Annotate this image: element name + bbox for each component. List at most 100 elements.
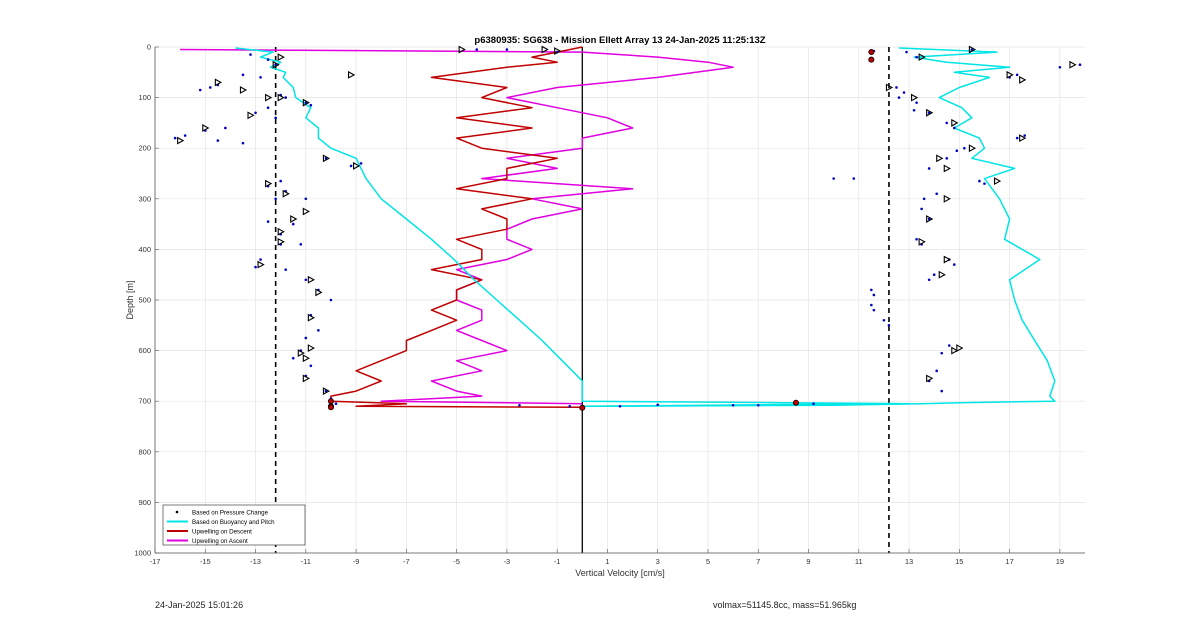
volmax-mass: volmax=51145.8cc, mass=51.965kg bbox=[713, 600, 857, 610]
pressure-change-point bbox=[284, 268, 288, 271]
pressure-change-point bbox=[932, 273, 936, 277]
pressure-change-point bbox=[912, 108, 916, 112]
triangle-marker bbox=[290, 215, 298, 223]
x-tick-label: -1 bbox=[554, 557, 561, 566]
triangle-marker bbox=[302, 374, 310, 383]
pressure-change-point bbox=[299, 243, 303, 246]
y-tick-label: 700 bbox=[138, 397, 151, 406]
y-tick-label: 0 bbox=[147, 43, 151, 52]
pressure-change-point bbox=[920, 207, 923, 211]
pressure-change-point bbox=[935, 192, 939, 196]
pressure-change-point bbox=[183, 134, 187, 137]
pressure-change-point bbox=[266, 106, 270, 110]
x-tick-label: 13 bbox=[905, 557, 913, 566]
pressure-change-point bbox=[947, 344, 951, 347]
triangle-marker bbox=[265, 179, 273, 188]
pressure-change-point bbox=[173, 136, 177, 140]
triangle-marker bbox=[307, 313, 315, 322]
x-tick-label: -9 bbox=[353, 557, 360, 566]
triangle-marker bbox=[918, 53, 926, 62]
triangle-marker bbox=[1019, 134, 1027, 143]
x-tick-label: -3 bbox=[504, 557, 511, 566]
triangle-marker bbox=[936, 154, 944, 163]
x-tick-label: 5 bbox=[706, 557, 710, 566]
buoyancy-series-line-left bbox=[235, 47, 910, 408]
pressure-change-point bbox=[198, 88, 202, 92]
triangle-marker bbox=[302, 354, 310, 363]
triangle-marker bbox=[956, 344, 964, 352]
pressure-change-point bbox=[915, 55, 918, 59]
pressure-change-point bbox=[970, 48, 974, 51]
pressure-change-point bbox=[329, 298, 333, 302]
buoyancy-series-line-right bbox=[582, 47, 1056, 408]
pressure-change-point bbox=[963, 146, 966, 150]
pressure-change-point bbox=[915, 101, 918, 104]
x-tick-label: -11 bbox=[301, 557, 311, 566]
grid bbox=[154, 46, 1085, 554]
pressure-change-point bbox=[505, 48, 509, 51]
pressure-change-point bbox=[952, 126, 956, 130]
red-dot-marker bbox=[868, 49, 875, 56]
legend-swatch bbox=[175, 510, 179, 514]
legend-label: Based on Buoyancy and Pitch bbox=[192, 519, 275, 526]
legend-label: Based on Pressure Change bbox=[192, 509, 269, 516]
triangle-marker bbox=[177, 136, 185, 145]
y-tick-label: 300 bbox=[138, 194, 151, 203]
x-tick-label: 11 bbox=[855, 557, 863, 566]
triangle-marker bbox=[302, 98, 310, 107]
triangle-marker bbox=[302, 207, 310, 216]
triangle-marker bbox=[307, 275, 315, 284]
y-tick-label: 500 bbox=[138, 296, 151, 305]
triangle-marker bbox=[272, 60, 280, 69]
x-tick-label: -5 bbox=[453, 557, 460, 566]
chart-title: p6380935: SG638 - Mission Ellett Array 1… bbox=[474, 35, 765, 46]
x-tick-label: 15 bbox=[955, 557, 963, 566]
triangle-marker bbox=[277, 237, 285, 246]
triangle-marker bbox=[277, 227, 285, 236]
y-tick-label: 800 bbox=[138, 447, 151, 456]
triangle-marker bbox=[247, 111, 255, 120]
triangle-marker bbox=[322, 154, 331, 163]
triangle-marker bbox=[926, 215, 934, 223]
pressure-change-point bbox=[882, 318, 886, 322]
triangle-marker bbox=[541, 45, 549, 54]
pressure-change-point bbox=[249, 53, 252, 56]
legend-label: Upwelling on Descent bbox=[192, 528, 252, 535]
pressure-change-point bbox=[731, 403, 735, 407]
triangle-marker bbox=[307, 344, 315, 352]
descent-series-line bbox=[330, 46, 583, 409]
pressure-change-point bbox=[922, 197, 926, 201]
triangle-marker bbox=[315, 288, 323, 297]
pressure-change-point bbox=[291, 222, 295, 226]
pressure-change-point bbox=[324, 389, 328, 393]
legend-label: Upwelling on Ascent bbox=[192, 538, 248, 545]
triangle-marker bbox=[926, 374, 934, 383]
pressure-change-point bbox=[983, 182, 986, 185]
pressure-change-point bbox=[208, 86, 212, 89]
pressure-change-point bbox=[1078, 63, 1082, 67]
pressure-change-point bbox=[324, 157, 328, 160]
triangle-marker bbox=[353, 161, 361, 170]
pressure-change-point bbox=[955, 149, 959, 153]
x-tick-label: 7 bbox=[756, 557, 760, 566]
triangle-marker bbox=[348, 70, 356, 79]
triangle-marker bbox=[214, 78, 222, 87]
x-tick-label: -7 bbox=[403, 557, 410, 566]
pressure-change-point bbox=[872, 308, 876, 312]
pressure-change-point bbox=[1015, 136, 1019, 140]
triangle-marker bbox=[239, 86, 248, 94]
pressure-change-point bbox=[618, 404, 622, 408]
pressure-change-point bbox=[1015, 73, 1019, 77]
pressure-change-point bbox=[870, 288, 873, 292]
y-tick-label: 100 bbox=[138, 93, 151, 102]
triangle-marker bbox=[202, 124, 210, 132]
pressure-change-point bbox=[254, 265, 257, 269]
triangle-marker bbox=[918, 237, 926, 246]
pressure-change-point bbox=[905, 50, 908, 54]
pressure-change-point bbox=[927, 167, 931, 170]
triangle-marker bbox=[265, 93, 273, 102]
pressure-change-point bbox=[241, 141, 245, 145]
pressure-change-point bbox=[317, 329, 320, 332]
pressure-change-point bbox=[915, 237, 918, 241]
